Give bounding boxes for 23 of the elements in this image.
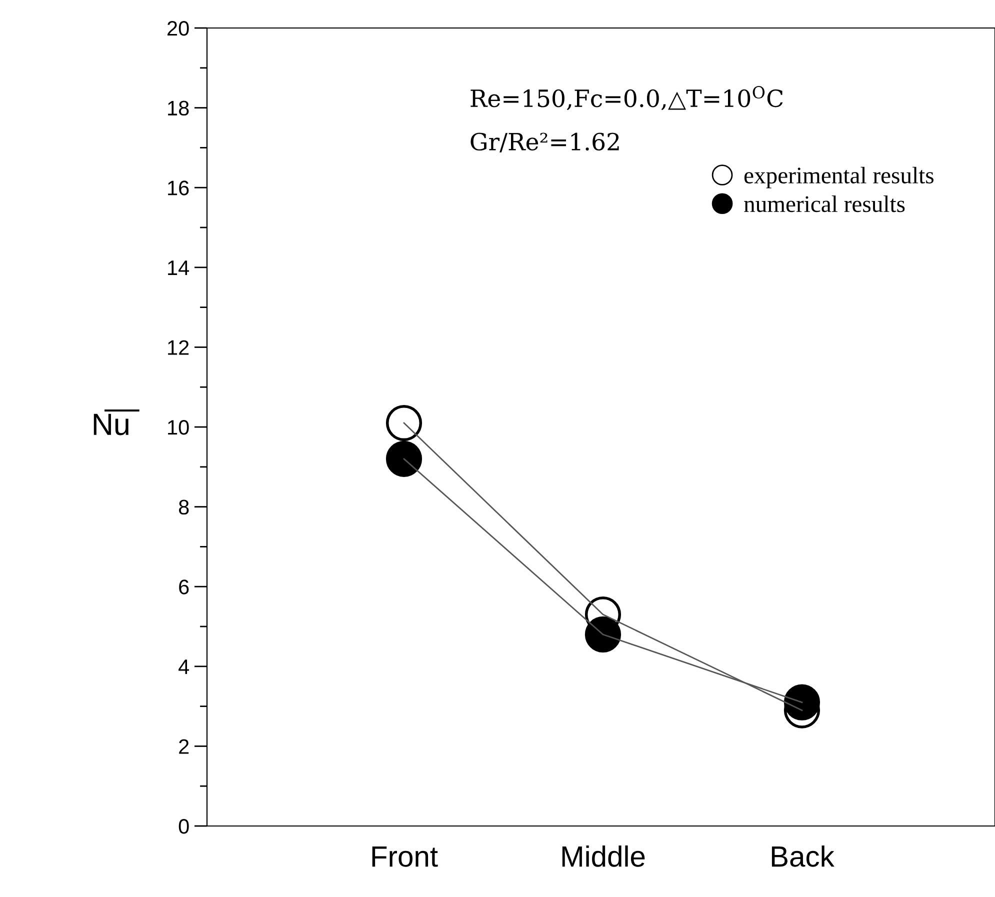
y-axis-title: N̅u̅ (94, 410, 140, 436)
legend-label: numerical results (744, 196, 905, 212)
x-tick-label: Middle (562, 845, 645, 867)
y-tick-label: 12 (168, 340, 189, 355)
y-tick-label: 20 (168, 21, 189, 36)
y-tick-label: 0 (178, 819, 189, 834)
x-tick-label: Front (372, 846, 438, 867)
y-tick-label: 4 (178, 660, 190, 674)
y-tick-label: 14 (168, 260, 190, 275)
legend-label: experimental results (744, 166, 934, 188)
point (386, 440, 422, 477)
y-tick-label: 2 (179, 739, 189, 754)
point (784, 684, 820, 720)
y-tick-label: 18 (168, 100, 189, 116)
point (584, 616, 622, 653)
annotation: Re=150,Fc=0.0,△T=10$^{O}$C (470, 86, 783, 110)
annotation: Gr/Re²=1.62 (470, 132, 619, 152)
y-tick-label: 10 (168, 420, 189, 435)
y-tick-label: 6 (179, 580, 189, 594)
point (386, 404, 422, 442)
y-tick-label: 16 (168, 180, 189, 196)
y-tick-label: 8 (178, 500, 189, 515)
x-tick-label: Back (772, 845, 834, 867)
